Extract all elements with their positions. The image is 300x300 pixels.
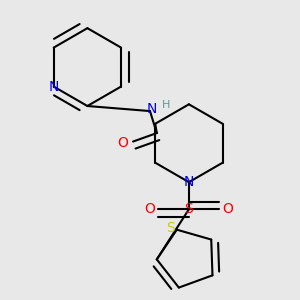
Text: O: O (222, 202, 233, 216)
Text: S: S (166, 221, 175, 235)
Text: H: H (162, 100, 170, 110)
Text: S: S (184, 202, 193, 216)
Text: N: N (49, 80, 59, 94)
Text: O: O (145, 202, 155, 216)
Text: N: N (184, 175, 194, 189)
Text: O: O (118, 136, 128, 150)
Text: N: N (146, 102, 157, 116)
